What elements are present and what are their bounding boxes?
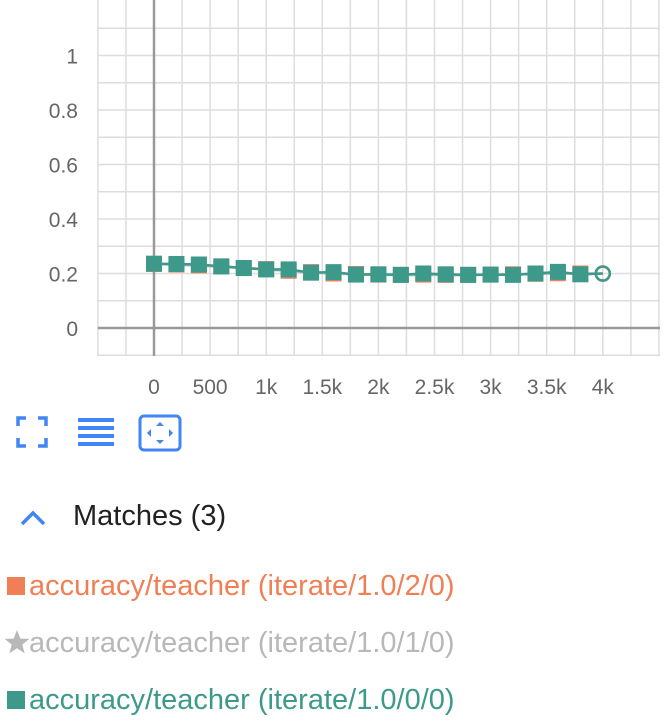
x-tick-label: 1.5k bbox=[302, 376, 342, 399]
data-point-marker bbox=[146, 255, 162, 272]
data-point-marker bbox=[437, 266, 454, 283]
data-point-marker bbox=[482, 266, 499, 283]
last-point-marker bbox=[594, 265, 612, 282]
data-point-marker bbox=[505, 266, 522, 283]
fullscreen-button[interactable] bbox=[14, 414, 58, 454]
chevron-up-icon bbox=[20, 510, 46, 526]
run-label: accuracy/teacher (iterate/1.0/2/0) bbox=[29, 570, 455, 602]
y-tick-label: 0.6 bbox=[49, 155, 78, 178]
y-tick-labels: 0 0.2 0.4 0.6 0.8 1 bbox=[49, 46, 79, 342]
data-point-marker bbox=[303, 264, 320, 281]
data-point-marker bbox=[392, 266, 409, 283]
data-point-marker bbox=[168, 255, 185, 272]
data-point-marker bbox=[190, 256, 207, 273]
data-point-marker bbox=[460, 266, 477, 283]
x-tick-label: 4k bbox=[592, 376, 615, 399]
x-tick-labels: 0 500 1k 1.5k 2k 2.5k 3k 3.5k 4k bbox=[148, 376, 614, 399]
data-point-marker bbox=[325, 264, 342, 281]
run-row[interactable]: accuracy/teacher (iterate/1.0/0/0) bbox=[0, 680, 664, 722]
data-point-marker bbox=[213, 258, 230, 275]
matches-title: Matches (3) bbox=[73, 500, 227, 532]
x-tick-label: 0 bbox=[148, 376, 160, 399]
fit-domain-button[interactable] bbox=[138, 414, 182, 454]
axes bbox=[98, 0, 660, 356]
run-label: accuracy/teacher (iterate/1.0/1/0) bbox=[29, 627, 455, 659]
matches-toggle[interactable]: Matches (3) bbox=[16, 498, 416, 542]
y-tick-label: 0.2 bbox=[49, 264, 78, 287]
run-label: accuracy/teacher (iterate/1.0/0/0) bbox=[29, 684, 455, 716]
data-point-marker bbox=[370, 266, 387, 283]
x-tick-label: 500 bbox=[193, 376, 228, 399]
fit-domain-icon bbox=[138, 414, 182, 452]
toggle-log-scale-button[interactable] bbox=[76, 414, 120, 454]
run-row[interactable]: accuracy/teacher (iterate/1.0/1/0) bbox=[0, 623, 664, 665]
list-icon bbox=[78, 418, 114, 446]
x-tick-label: 3.5k bbox=[527, 376, 567, 399]
chart-area[interactable]: 0 0.2 0.4 0.6 0.8 1 0 500 1k 1.5k 2k 2.5k 3k 3.5k 4k bbox=[0, 0, 664, 405]
run-row[interactable]: accuracy/teacher (iterate/1.0/2/0) bbox=[0, 566, 664, 608]
x-tick-label: 3k bbox=[480, 376, 503, 399]
square-marker-icon bbox=[7, 577, 25, 595]
y-tick-label: 0.8 bbox=[49, 100, 78, 123]
data-point-marker bbox=[549, 263, 566, 280]
data-point-marker bbox=[280, 261, 297, 278]
square-marker-icon bbox=[7, 691, 25, 709]
x-tick-label: 2.5k bbox=[415, 376, 455, 399]
data-point-marker bbox=[347, 266, 364, 283]
x-tick-label: 2k bbox=[367, 376, 390, 399]
y-tick-label: 0.4 bbox=[49, 209, 79, 232]
star-marker-icon bbox=[4, 630, 30, 654]
gridlines bbox=[97, 0, 660, 356]
data-point-marker bbox=[527, 265, 544, 282]
y-tick-label: 0 bbox=[66, 318, 78, 341]
data-point-marker bbox=[572, 266, 589, 283]
series-layer bbox=[145, 254, 612, 283]
series-2 bbox=[146, 255, 612, 283]
y-tick-label: 1 bbox=[66, 46, 78, 69]
fullscreen-icon bbox=[16, 416, 48, 448]
data-point-marker bbox=[415, 265, 432, 282]
x-tick-label: 1k bbox=[255, 376, 278, 399]
data-point-marker bbox=[235, 260, 252, 277]
chart-toolbar bbox=[14, 414, 189, 458]
data-point-marker bbox=[258, 261, 275, 278]
